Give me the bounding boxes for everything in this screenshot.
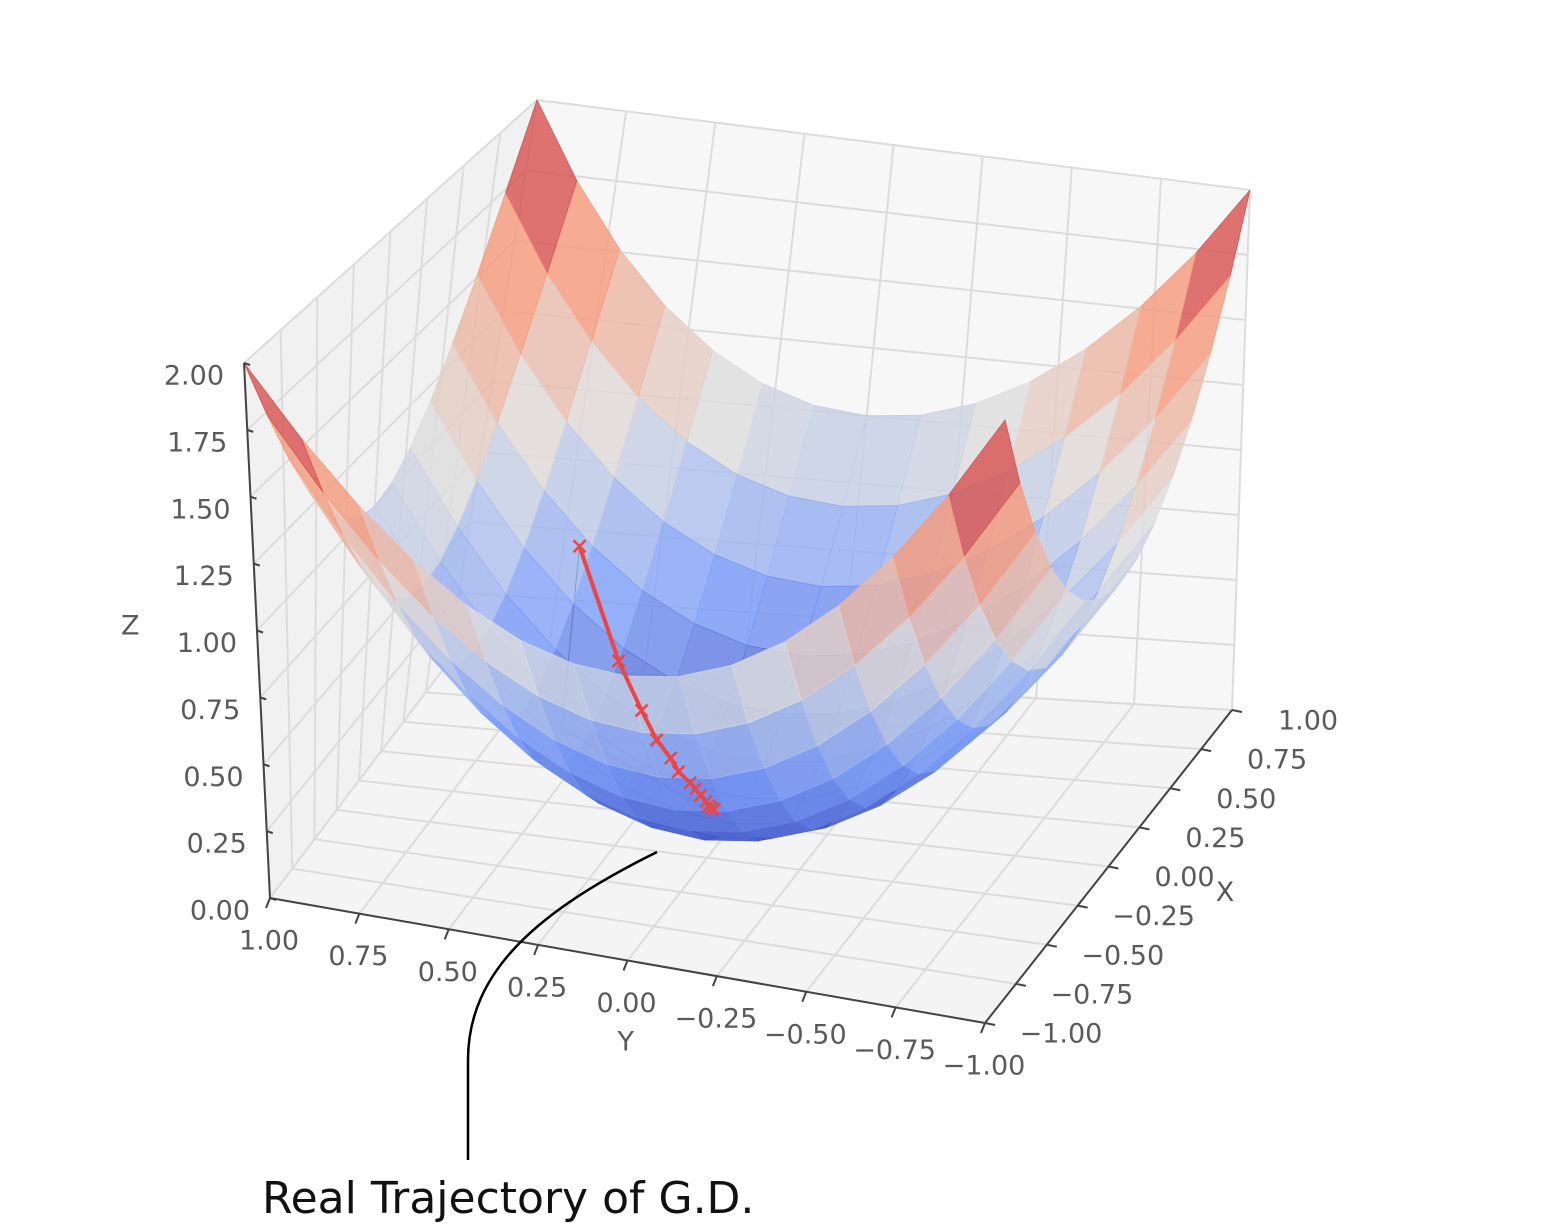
y-tick-label: 0.50 — [418, 957, 478, 988]
x-tick-label: 1.00 — [1278, 706, 1338, 737]
z-tick-label: 1.25 — [174, 561, 234, 592]
tick-mark — [1201, 749, 1211, 751]
x-tick-label: 0.75 — [1247, 745, 1307, 776]
tick-mark — [1109, 867, 1119, 869]
x-tick-label: 0.25 — [1185, 823, 1245, 854]
y-axis-label: Y — [617, 1027, 635, 1058]
y-tick-label: −0.75 — [853, 1035, 936, 1066]
y-tick-label: −1.00 — [943, 1051, 1026, 1082]
z-tick-label: 1.75 — [167, 427, 227, 458]
tick-mark — [1016, 984, 1026, 986]
annotation-label: Real Trajectory of G.D. — [262, 1173, 754, 1224]
z-tick-label: 1.50 — [170, 494, 230, 525]
x-tick-label: 0.50 — [1216, 784, 1276, 815]
z-axis-ticks: 0.00 0.25 0.50 0.75 1.00 1.25 1.50 1.75 2.00 — [164, 361, 250, 927]
z-tick-label: 2.00 — [164, 361, 224, 392]
tick-mark — [355, 914, 359, 924]
x-tick-label: −1.00 — [1020, 1019, 1103, 1050]
y-tick-label: 0.00 — [596, 988, 656, 1019]
y-tick-label: −0.25 — [675, 1004, 758, 1035]
x-tick-label: 0.00 — [1154, 862, 1214, 893]
y-tick-label: 1.00 — [239, 926, 299, 957]
tick-mark — [445, 929, 449, 939]
tick-mark — [1047, 945, 1057, 947]
tick-mark — [624, 961, 628, 971]
z-tick-label: 0.75 — [180, 695, 240, 726]
tick-mark — [1078, 906, 1088, 908]
z-axis-label: Z — [121, 611, 140, 642]
z-tick-label: 0.00 — [190, 896, 250, 927]
x-tick-label: −0.75 — [1051, 979, 1134, 1010]
tick-mark — [713, 976, 717, 986]
tick-mark — [985, 1023, 995, 1025]
y-tick-label: 0.25 — [507, 972, 567, 1003]
tick-mark — [1170, 788, 1180, 790]
x-axis-label: X — [1216, 877, 1235, 908]
y-tick-label: −0.50 — [764, 1019, 847, 1050]
tick-mark — [266, 898, 270, 908]
y-tick-label: 0.75 — [328, 941, 388, 972]
tick-mark — [892, 1007, 896, 1017]
tick-mark — [1139, 827, 1149, 829]
z-tick-label: 0.50 — [183, 762, 243, 793]
tick-mark — [1232, 710, 1242, 712]
z-tick-label: 1.00 — [177, 628, 237, 659]
tick-mark — [981, 1023, 985, 1033]
x-tick-label: −0.25 — [1112, 901, 1195, 932]
tick-mark — [802, 992, 806, 1002]
x-tick-label: −0.50 — [1081, 940, 1164, 971]
z-tick-label: 0.25 — [187, 829, 247, 860]
tick-mark — [534, 945, 538, 955]
